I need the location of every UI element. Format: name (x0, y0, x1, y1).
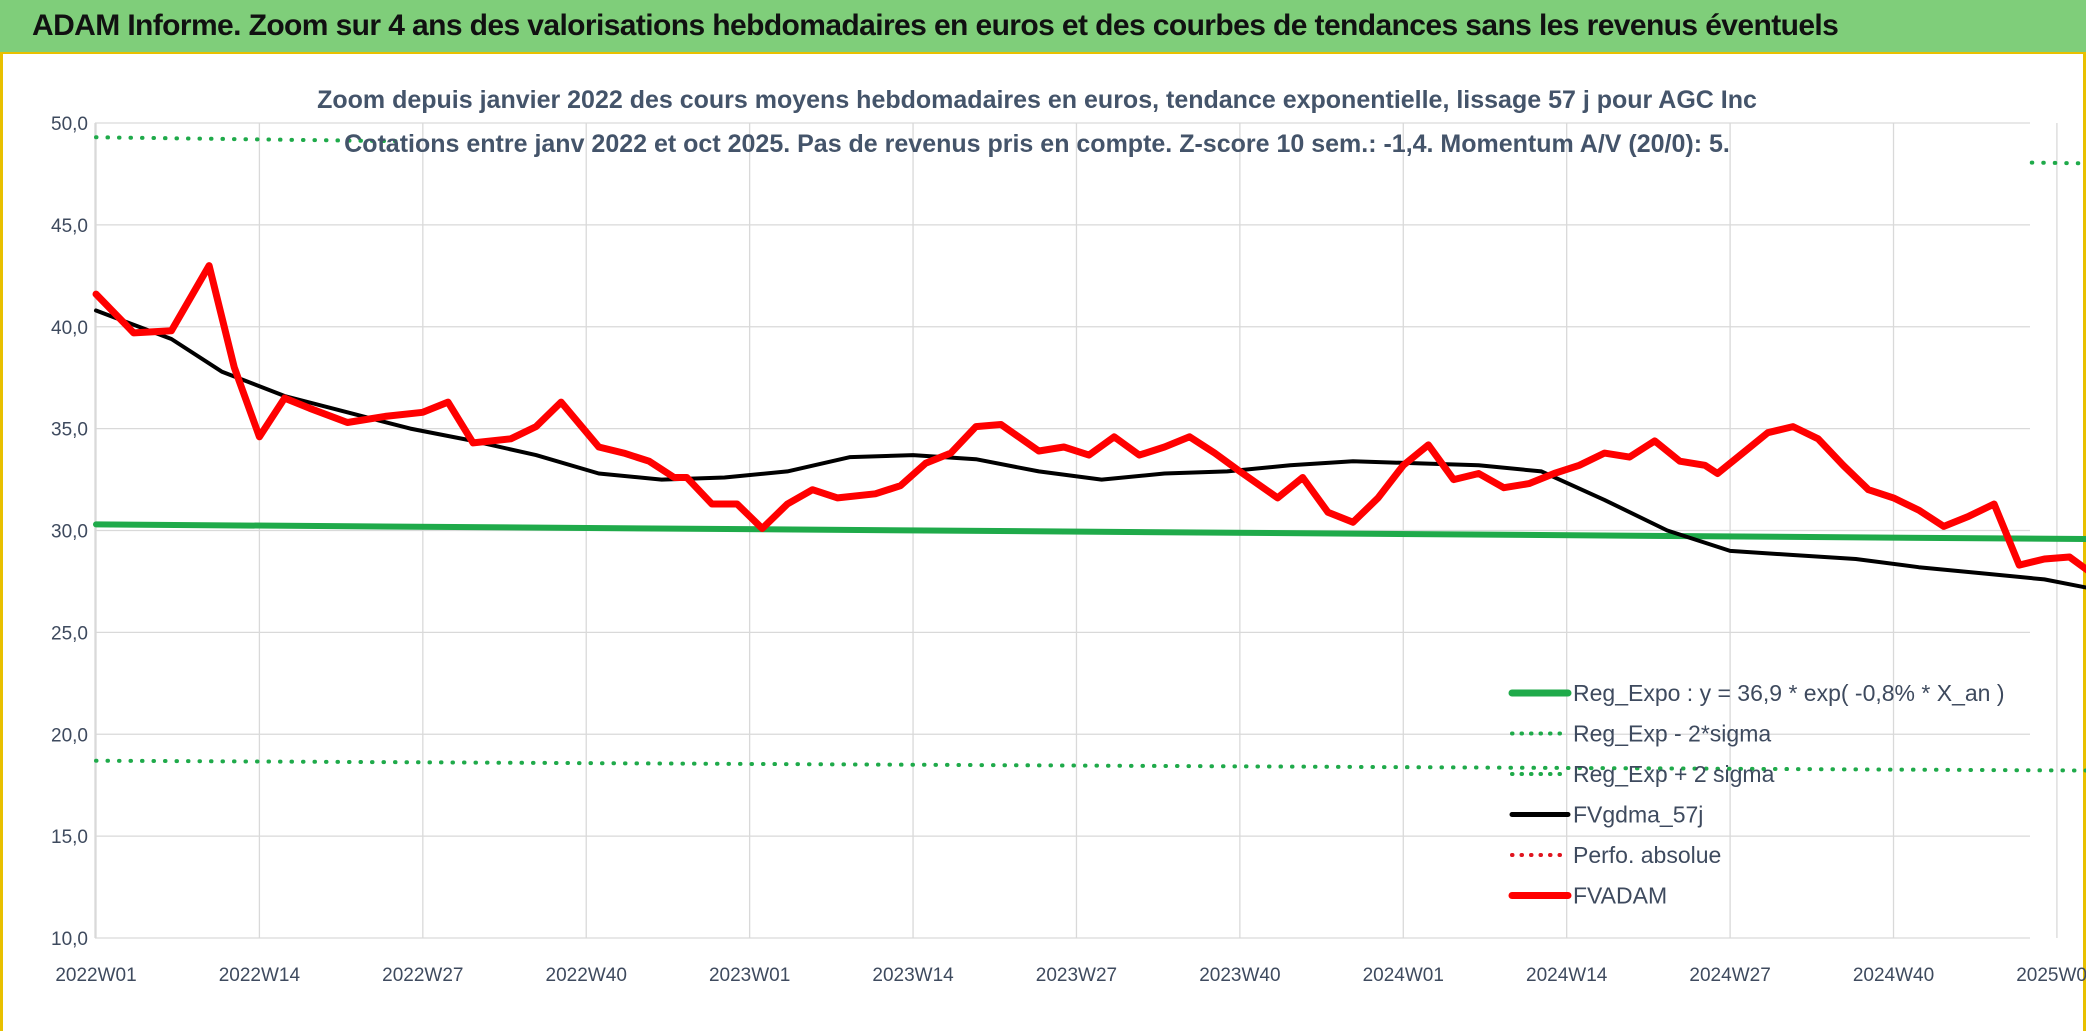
x-tick-label: 2022W40 (546, 965, 627, 986)
series-line-reg-exp-2-sigma (94, 135, 400, 144)
y-tick-label: 20,0 (51, 725, 88, 746)
chart-grid (94, 122, 2058, 939)
x-tick-label: 2022W27 (382, 965, 463, 986)
series-line-reg-expo-y-36-9-exp-0-8-x-an (93, 521, 2086, 543)
legend-label: Perfo. absolue (1573, 842, 1721, 868)
x-tick-label: 2022W01 (55, 965, 136, 986)
y-tick-label: 10,0 (51, 929, 88, 950)
chart-series (92, 135, 2086, 773)
x-tick-label: 2022W14 (219, 965, 301, 986)
legend-label: FVgdma_57j (1573, 802, 1703, 828)
chart-subtitle: Cotations entre janv 2022 et oct 2025. P… (344, 130, 1730, 158)
y-tick-label: 30,0 (51, 522, 88, 543)
chart-legend: Reg_Expo : y = 36,9 * exp( -0,8% * X_an … (1508, 680, 2005, 909)
y-axis-ticks: 10,0 15,0 20,0 25,0 30,0 35,0 40,0 45,0 50,0 (51, 114, 88, 950)
header-banner: ADAM Informe. Zoom sur 4 ans des valoris… (0, 0, 2086, 54)
y-tick-label: 45,0 (51, 216, 88, 237)
x-tick-label: 2024W01 (1363, 965, 1444, 986)
x-tick-label: 2025W01 (2016, 965, 2086, 986)
x-tick-label: 2023W40 (1199, 965, 1280, 986)
series-line-reg-exp-2-sigma (94, 758, 2086, 773)
y-tick-label: 35,0 (51, 420, 88, 441)
series-line-reg-exp-2-sigma (2029, 160, 2086, 166)
x-tick-label: 2024W40 (1853, 965, 1934, 986)
series-line-fvadam (92, 262, 2086, 574)
y-tick-label: 25,0 (51, 623, 88, 644)
legend-label: FVADAM (1573, 883, 1667, 909)
y-tick-label: 15,0 (51, 827, 88, 848)
chart-frame (0, 54, 2086, 1031)
legend-label: Reg_Expo : y = 36,9 * exp( -0,8% * X_an … (1573, 680, 2005, 706)
x-tick-label: 2023W01 (709, 965, 790, 986)
x-tick-label: 2024W27 (1689, 965, 1770, 986)
legend-label: Reg_Exp - 2*sigma (1573, 721, 1771, 747)
chart-title: Zoom depuis janvier 2022 des cours moyen… (317, 86, 1757, 114)
x-tick-label: 2024W14 (1526, 965, 1608, 986)
page-title: ADAM Informe. Zoom sur 4 ans des valoris… (32, 9, 1839, 42)
legend-label: Reg_Exp + 2 sigma (1573, 761, 1775, 787)
x-tick-label: 2023W14 (872, 965, 954, 986)
y-tick-label: 50,0 (51, 114, 88, 135)
x-axis-ticks: 2022W01 2022W14 2022W27 2022W40 2023W01 2023W… (55, 965, 2086, 986)
x-tick-label: 2023W27 (1036, 965, 1117, 986)
series-line-fvgdma-57j (94, 308, 2086, 590)
y-tick-label: 40,0 (51, 318, 88, 339)
